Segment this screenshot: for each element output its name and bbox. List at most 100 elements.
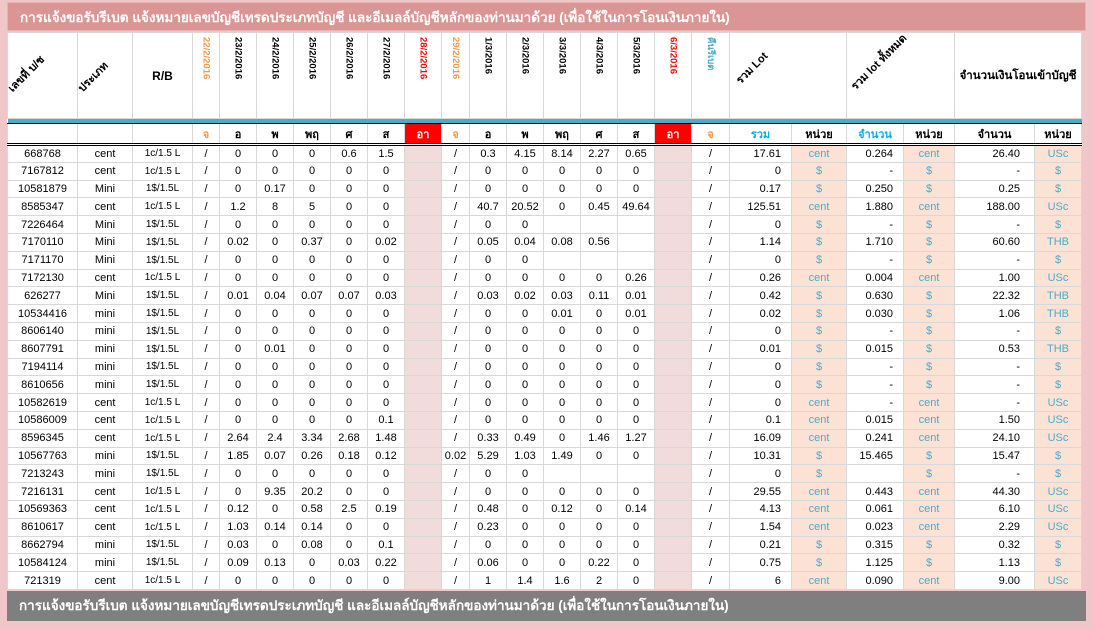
type-cell[interactable]: Mini (77, 232, 133, 252)
day-value-cell[interactable]: 0 (256, 464, 294, 484)
transfer-amount-cell[interactable]: - (954, 250, 1035, 270)
monday-mark-cell[interactable]: / (192, 250, 220, 270)
day-value-cell[interactable]: 9.35 (256, 482, 294, 501)
day-value-cell[interactable]: 0.01 (256, 339, 294, 359)
day-value-cell[interactable]: 0.07 (330, 286, 368, 306)
day-value-cell[interactable]: 0 (293, 571, 331, 590)
day-value-cell[interactable]: 0 (367, 268, 405, 288)
day-value-cell[interactable]: 0 (256, 375, 294, 395)
account-cell[interactable]: 7194114 (7, 357, 78, 377)
rebate-return-cell[interactable]: / (691, 321, 730, 341)
type-cell[interactable]: cent (77, 144, 133, 163)
account-cell[interactable]: 7170110 (7, 232, 78, 252)
total-lot-all-cell[interactable]: 0.090 (846, 571, 904, 590)
unit-cell[interactable]: cent (903, 410, 955, 430)
monday-mark-cell[interactable]: / (441, 482, 470, 501)
day-value-cell[interactable]: 0 (367, 197, 405, 217)
type-cell[interactable]: Mini (77, 250, 133, 270)
rb-cell[interactable]: 1$/1.5L (132, 215, 193, 234)
transfer-amount-cell[interactable]: 1.06 (954, 304, 1035, 323)
day-value-cell[interactable] (580, 464, 618, 484)
total-lot-cell[interactable]: 1.14 (729, 232, 792, 252)
transfer-amount-cell[interactable]: - (954, 393, 1035, 412)
account-cell[interactable]: 10569363 (7, 499, 78, 519)
sunday-cell[interactable] (654, 535, 692, 555)
sunday-cell[interactable] (654, 286, 692, 306)
account-cell[interactable]: 7216131 (7, 482, 78, 501)
day-value-cell[interactable]: 8.14 (543, 144, 581, 163)
day-value-cell[interactable]: 0 (219, 464, 257, 484)
monday-mark-cell[interactable]: / (192, 321, 220, 341)
transfer-amount-cell[interactable]: 1.00 (954, 268, 1035, 288)
day-value-cell[interactable]: 0 (580, 499, 618, 519)
monday-mark-cell[interactable]: / (192, 571, 220, 590)
day-value-cell[interactable]: 0.33 (469, 428, 507, 448)
day-value-cell[interactable]: 0.03 (543, 286, 581, 306)
day-value-cell[interactable]: 0 (543, 428, 581, 448)
day-value-cell[interactable]: 0.13 (256, 553, 294, 573)
rebate-return-cell[interactable]: / (691, 339, 730, 359)
rb-cell[interactable]: 1$/1.5L (132, 179, 193, 199)
day-value-cell[interactable]: 0 (330, 464, 368, 484)
day-value-cell[interactable]: 0 (580, 482, 618, 501)
unit-cell[interactable]: $ (1033, 446, 1083, 466)
day-value-cell[interactable]: 0 (330, 268, 368, 288)
total-lot-all-cell[interactable]: - (846, 357, 904, 377)
transfer-amount-cell[interactable]: 22.32 (954, 286, 1035, 306)
day-value-cell[interactable]: 0 (469, 357, 507, 377)
day-value-cell[interactable]: 0 (580, 304, 618, 323)
day-value-cell[interactable]: 0 (506, 553, 544, 573)
monday-mark-cell[interactable]: / (441, 304, 470, 323)
rebate-return-cell[interactable]: / (691, 482, 730, 501)
unit-cell[interactable]: USc (1033, 517, 1083, 537)
day-value-cell[interactable]: 0 (580, 357, 618, 377)
total-lot-all-cell[interactable]: 1.125 (846, 553, 904, 573)
sunday-cell[interactable] (404, 553, 442, 573)
day-value-cell[interactable]: 1.85 (219, 446, 257, 466)
day-value-cell[interactable]: 0 (506, 393, 544, 412)
day-value-cell[interactable]: 0 (617, 482, 655, 501)
day-value-cell[interactable]: 0 (580, 393, 618, 412)
day-value-cell[interactable]: 0 (580, 410, 618, 430)
day-value-cell[interactable]: 0.17 (256, 179, 294, 199)
sunday-cell[interactable] (404, 268, 442, 288)
day-value-cell[interactable]: 0 (219, 304, 257, 323)
day-value-cell[interactable]: 0.01 (543, 304, 581, 323)
day-value-cell[interactable]: 0 (543, 535, 581, 555)
type-cell[interactable]: mini (77, 535, 133, 555)
sunday-cell[interactable] (654, 321, 692, 341)
type-cell[interactable]: cent (77, 428, 133, 448)
transfer-amount-cell[interactable]: 1.13 (954, 553, 1035, 573)
unit-cell[interactable]: $ (791, 339, 847, 359)
day-value-cell[interactable]: 0.6 (330, 144, 368, 163)
transfer-amount-cell[interactable]: 9.00 (954, 571, 1035, 590)
day-value-cell[interactable]: 2.64 (219, 428, 257, 448)
unit-cell[interactable]: THB (1033, 232, 1083, 252)
day-value-cell[interactable]: 0.01 (219, 286, 257, 306)
day-value-cell[interactable]: 0.03 (367, 286, 405, 306)
day-value-cell[interactable]: 0 (330, 304, 368, 323)
sunday-cell[interactable] (654, 250, 692, 270)
sunday-cell[interactable] (404, 446, 442, 466)
monday-mark-cell[interactable]: / (192, 499, 220, 519)
unit-cell[interactable]: $ (903, 215, 955, 234)
unit-cell[interactable]: $ (903, 535, 955, 555)
rebate-return-cell[interactable]: / (691, 268, 730, 288)
rebate-return-cell[interactable]: / (691, 535, 730, 555)
unit-cell[interactable]: $ (1033, 357, 1083, 377)
day-value-cell[interactable]: 20.52 (506, 197, 544, 217)
sunday-cell[interactable] (404, 197, 442, 217)
day-value-cell[interactable]: 0 (469, 268, 507, 288)
day-value-cell[interactable]: 0 (293, 357, 331, 377)
unit-cell[interactable]: $ (903, 321, 955, 341)
account-cell[interactable]: 8607791 (7, 339, 78, 359)
sunday-cell[interactable] (404, 215, 442, 234)
day-value-cell[interactable]: 0 (469, 535, 507, 555)
unit-cell[interactable]: $ (791, 535, 847, 555)
day-value-cell[interactable]: 0 (367, 357, 405, 377)
sunday-cell[interactable] (654, 197, 692, 217)
monday-mark-cell[interactable]: / (441, 410, 470, 430)
type-cell[interactable]: cent (77, 482, 133, 501)
day-value-cell[interactable]: 0.48 (469, 499, 507, 519)
account-cell[interactable]: 668768 (7, 144, 78, 163)
